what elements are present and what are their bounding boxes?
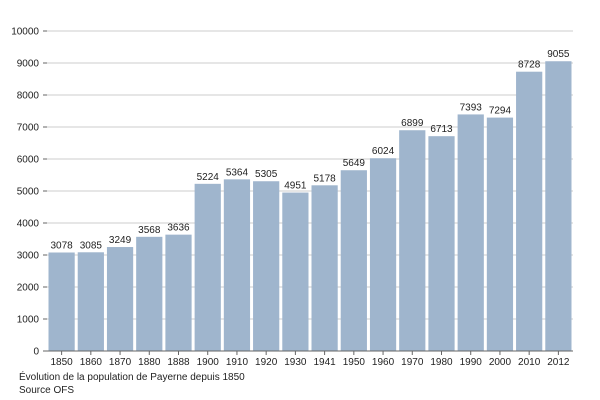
bar: [545, 61, 572, 352]
data-label: 7393: [460, 102, 483, 113]
data-label: 5649: [343, 158, 366, 169]
bar: [486, 117, 514, 351]
x-tick-label: 1880: [138, 357, 161, 368]
x-tick-label: 1870: [109, 357, 132, 368]
x-tick-label: 1860: [80, 357, 103, 368]
y-tick-label: 7000: [17, 123, 40, 134]
bar: [48, 252, 75, 351]
x-tick-label: 1888: [167, 357, 190, 368]
data-label: 8728: [518, 60, 541, 71]
data-label: 3085: [80, 240, 103, 251]
bar: [369, 158, 397, 351]
bar: [516, 71, 543, 351]
x-tick-label: 2012: [547, 357, 570, 368]
x-axis-ticks: 1850 1860 1870 1880 1888 1900 1910 1920 1930 1941…: [50, 351, 570, 368]
data-label: 3078: [50, 241, 73, 252]
data-label: 5364: [226, 167, 249, 178]
bar: [106, 247, 134, 351]
data-labels: 3078 3085 3249 3568 3636 5224 5364 5305 4951 5178…: [50, 49, 569, 251]
data-label: 7294: [489, 106, 512, 117]
x-tick-label: 2010: [518, 357, 541, 368]
bar: [311, 185, 338, 351]
y-tick-label: 3000: [17, 251, 40, 262]
x-tick-label: 1990: [460, 357, 483, 368]
gridlines: [47, 30, 573, 320]
data-label: 3568: [138, 225, 161, 236]
data-label: 3636: [167, 223, 190, 234]
bar: [194, 183, 221, 351]
x-tick-label: 2000: [489, 357, 512, 368]
y-tick-label: 5000: [17, 187, 40, 198]
y-tick-label: 9000: [17, 59, 40, 70]
x-tick-label: 1920: [255, 357, 278, 368]
x-tick-label: 1850: [50, 357, 73, 368]
data-label: 6024: [372, 146, 395, 157]
bars: [48, 61, 572, 352]
y-tick-label: 0: [33, 347, 39, 358]
caption-title: Évolution de la population de Payerne de…: [19, 372, 245, 383]
x-tick-label: 1930: [284, 357, 307, 368]
caption-source: Source OFS: [19, 385, 75, 396]
bar: [253, 181, 280, 351]
bar: [136, 236, 163, 351]
x-tick-label: 1970: [401, 357, 424, 368]
y-tick-label: 10000: [11, 27, 39, 38]
bar: [282, 192, 309, 351]
x-tick-label: 1980: [430, 357, 453, 368]
bar: [457, 114, 484, 351]
data-label: 9055: [547, 49, 570, 60]
x-tick-label: 1960: [372, 357, 395, 368]
y-tick-label: 2000: [17, 283, 40, 294]
x-tick-label: 1900: [197, 357, 220, 368]
data-label: 3249: [109, 235, 132, 246]
data-label: 6713: [430, 124, 453, 135]
x-tick-label: 1910: [226, 357, 249, 368]
data-label: 4951: [284, 181, 307, 192]
bar: [77, 252, 104, 351]
data-label: 5305: [255, 169, 278, 180]
data-label: 5178: [313, 173, 336, 184]
bar: [165, 234, 192, 351]
data-label: 6899: [401, 118, 424, 129]
y-tick-label: 6000: [17, 155, 40, 166]
bar: [223, 179, 251, 351]
y-tick-label: 8000: [17, 91, 40, 102]
data-label: 5224: [197, 172, 220, 183]
y-tick-label: 1000: [17, 315, 40, 326]
bar: [399, 130, 426, 351]
y-tick-label: 4000: [17, 219, 40, 230]
y-axis-ticks: 0 1000 2000 3000 4000 5000 6000 7000 8000 9000 100…: [11, 27, 47, 358]
bar: [340, 170, 367, 351]
bar: [428, 136, 455, 351]
x-tick-label: 1941: [313, 357, 336, 368]
x-tick-label: 1950: [343, 357, 366, 368]
